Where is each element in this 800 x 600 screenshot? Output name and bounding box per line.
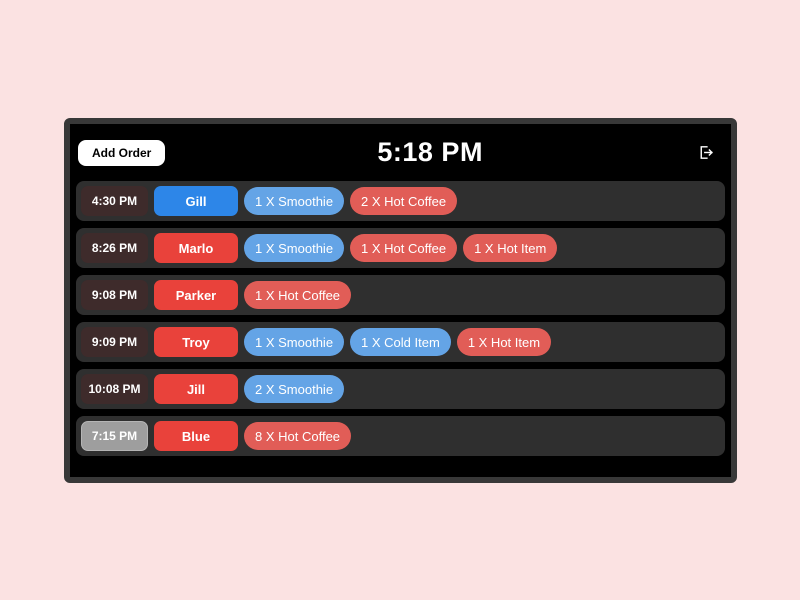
order-item-pill[interactable]: 1 X Hot Item	[456, 328, 552, 356]
order-time-chip[interactable]: 9:08 PM	[81, 280, 148, 310]
order-item-pill[interactable]: 1 X Smoothie	[244, 187, 345, 215]
order-item-pill[interactable]: 8 X Hot Coffee	[244, 422, 352, 450]
logout-icon	[700, 146, 713, 159]
header-bar: Add Order 5:18 PM	[70, 124, 731, 181]
order-items: 1 X Smoothie 1 X Hot Coffee 1 X Hot Item	[244, 234, 558, 262]
order-item-pill[interactable]: 1 X Cold Item	[350, 328, 451, 356]
order-time-chip[interactable]: 4:30 PM	[81, 186, 148, 216]
order-row: 7:15 PM Blue 8 X Hot Coffee	[76, 416, 725, 456]
order-time-chip[interactable]: 10:08 PM	[81, 374, 148, 404]
order-items: 1 X Hot Coffee	[244, 281, 352, 309]
order-row: 8:26 PM Marlo 1 X Smoothie 1 X Hot Coffee…	[76, 228, 725, 268]
customer-name-chip[interactable]: Jill	[154, 374, 238, 404]
orders-list: 4:30 PM Gill 1 X Smoothie 2 X Hot Coffee …	[70, 181, 731, 456]
customer-name-chip[interactable]: Parker	[154, 280, 238, 310]
customer-name-chip[interactable]: Marlo	[154, 233, 238, 263]
customer-name-chip[interactable]: Troy	[154, 327, 238, 357]
clock-display: 5:18 PM	[377, 137, 483, 167]
order-item-pill[interactable]: 2 X Hot Coffee	[350, 187, 458, 215]
customer-name-chip[interactable]: Gill	[154, 186, 238, 216]
order-row: 10:08 PM Jill 2 X Smoothie	[76, 369, 725, 409]
order-item-pill[interactable]: 1 X Smoothie	[244, 234, 345, 262]
order-item-pill[interactable]: 1 X Smoothie	[244, 328, 345, 356]
logout-button[interactable]	[695, 142, 716, 163]
order-items: 8 X Hot Coffee	[244, 422, 352, 450]
order-item-pill[interactable]: 2 X Smoothie	[244, 375, 345, 403]
order-row: 4:30 PM Gill 1 X Smoothie 2 X Hot Coffee	[76, 181, 725, 221]
order-row: 9:08 PM Parker 1 X Hot Coffee	[76, 275, 725, 315]
order-display-panel: Add Order 5:18 PM 4:30 PM Gill 1 X Smoot…	[64, 118, 737, 483]
order-row: 9:09 PM Troy 1 X Smoothie 1 X Cold Item 1 …	[76, 322, 725, 362]
order-items: 1 X Smoothie 2 X Hot Coffee	[244, 187, 458, 215]
order-time-chip[interactable]: 9:09 PM	[81, 327, 148, 357]
order-item-pill[interactable]: 1 X Hot Item	[463, 234, 558, 262]
customer-name-chip[interactable]: Blue	[154, 421, 238, 451]
add-order-button[interactable]: Add Order	[78, 139, 166, 166]
order-item-pill[interactable]: 1 X Hot Coffee	[244, 281, 352, 309]
order-item-pill[interactable]: 1 X Hot Coffee	[350, 234, 458, 262]
order-time-chip[interactable]: 7:15 PM	[81, 421, 148, 451]
order-items: 1 X Smoothie 1 X Cold Item 1 X Hot Item	[244, 328, 552, 356]
order-time-chip[interactable]: 8:26 PM	[81, 233, 148, 263]
order-items: 2 X Smoothie	[244, 375, 345, 403]
